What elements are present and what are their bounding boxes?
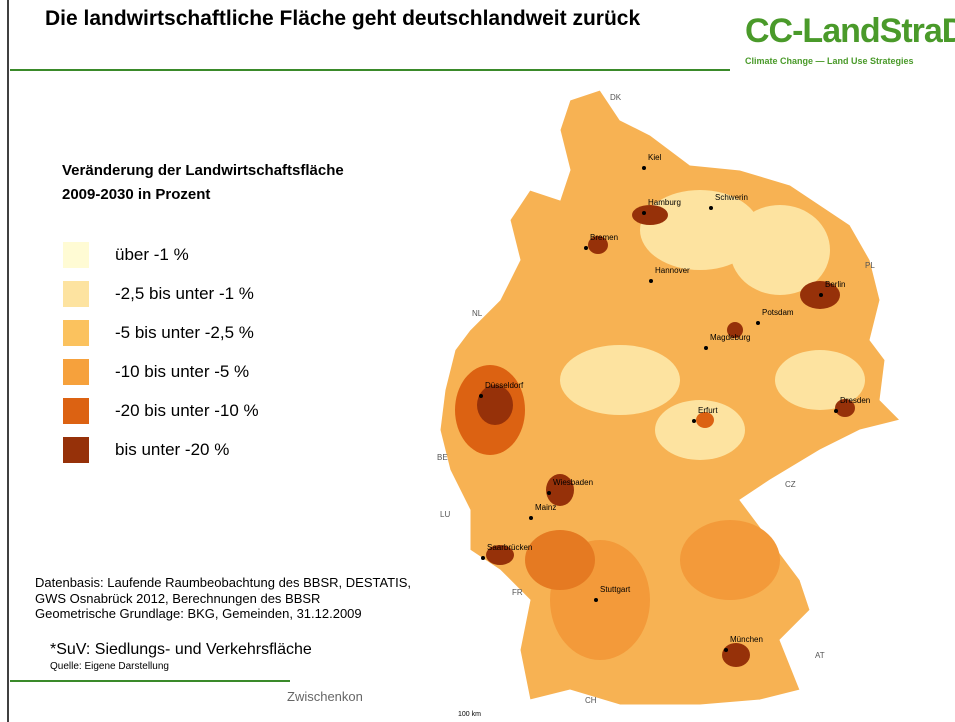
source-note: Quelle: Eigene Darstellung (50, 661, 169, 672)
city-dot (642, 211, 646, 215)
city-label: Mainz (535, 503, 556, 512)
city-dot (724, 648, 728, 652)
city-dot (479, 394, 483, 398)
legend-swatch (63, 242, 89, 268)
legend-label: -10 bis unter -5 % (115, 362, 249, 382)
legend-label: -5 bis unter -2,5 % (115, 323, 254, 343)
source-line: Datenbasis: Laufende Raumbeobachtung des… (35, 575, 411, 590)
city-label: Stuttgart (600, 585, 631, 594)
legend-swatch (63, 320, 89, 346)
city-label: Berlin (825, 280, 845, 289)
city-label: Kiel (648, 153, 662, 162)
city-dot (642, 166, 646, 170)
slide-title: Die landwirtschaftliche Fläche geht deut… (45, 6, 725, 32)
legend-title: Veränderung der Landwirtschaftsfläche (62, 162, 344, 179)
logo: CC-LandStraD (745, 12, 955, 51)
legend-label: -20 bis unter -10 % (115, 401, 259, 421)
country-label: LU (440, 510, 450, 519)
legend-label: bis unter -20 % (115, 440, 229, 460)
country-label: FR (512, 588, 523, 597)
slide: DK Kiel Hamburg Schwerin Bremen Hannover PL Ber… (0, 0, 955, 722)
city-label: Wiesbaden (553, 478, 593, 487)
legend-label: -2,5 bis unter -1 % (115, 284, 254, 304)
city-dot (756, 321, 760, 325)
city-dot (649, 279, 653, 283)
legend-swatch (63, 359, 89, 385)
city-label: Magdeburg (710, 333, 750, 342)
city-dot (529, 516, 533, 520)
legend-swatch (63, 398, 89, 424)
country-label: NL (472, 309, 483, 318)
logo-subtitle: Climate Change — Land Use Strategies (745, 56, 914, 66)
city-dot (584, 246, 588, 250)
city-label: Schwerin (715, 193, 748, 202)
country-label: BE (437, 453, 448, 462)
city-label: Bremen (590, 233, 618, 242)
city-dot (547, 491, 551, 495)
country-label: CZ (785, 480, 796, 489)
source-line: GWS Osnabrück 2012, Berechnungen des BBS… (35, 591, 320, 606)
legend-title: 2009-2030 in Prozent (62, 186, 210, 203)
legend-label: über -1 % (115, 245, 189, 265)
city-label: Düsseldorf (485, 381, 524, 390)
city-label: Potsdam (762, 308, 794, 317)
city-dot (704, 346, 708, 350)
country-label: DK (610, 93, 622, 102)
country-label: CH (585, 696, 597, 705)
city-label: München (730, 635, 763, 644)
city-dot (692, 419, 696, 423)
city-label: Hamburg (648, 198, 681, 207)
city-dot (594, 598, 598, 602)
scale-label: 100 km (458, 711, 481, 718)
footer: Zwischenkon (287, 689, 363, 704)
footnote: *SuV: Siedlungs- und Verkehrsfläche (50, 641, 312, 659)
legend-swatch (63, 437, 89, 463)
city-label: Saarbrücken (487, 543, 532, 552)
city-label: Erfurt (698, 406, 718, 415)
city-dot (709, 206, 713, 210)
city-label: Dresden (840, 396, 870, 405)
country-label: AT (815, 651, 825, 660)
city-dot (819, 293, 823, 297)
city-dot (834, 409, 838, 413)
legend-swatch (63, 281, 89, 307)
source-line: Geometrische Grundlage: BKG, Gemeinden, … (35, 606, 362, 621)
city-dot (481, 556, 485, 560)
country-label: PL (865, 261, 875, 270)
city-label: Hannover (655, 266, 690, 275)
